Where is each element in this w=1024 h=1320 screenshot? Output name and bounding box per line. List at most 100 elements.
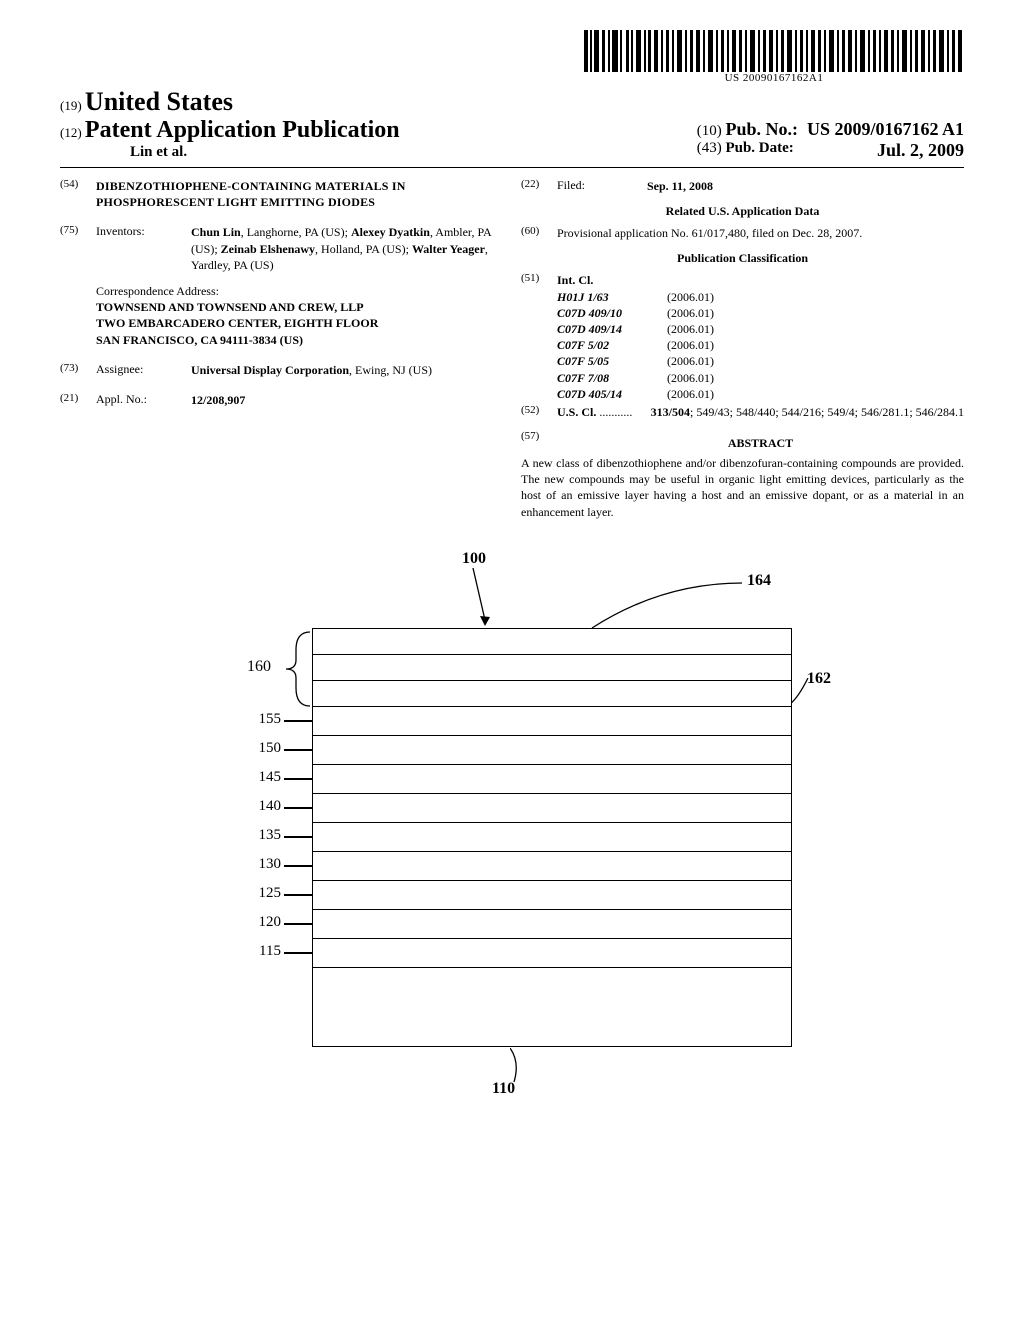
pubno-label: Pub. No.: <box>725 119 798 139</box>
pubno-prefix: (10) <box>697 123 722 139</box>
intcl-year: (2006.01) <box>667 353 714 369</box>
field-filed: (22) Filed: Sep. 11, 2008 <box>521 178 964 194</box>
barcode-text: US 20090167162A1 <box>584 72 964 84</box>
lead-110 <box>510 1048 540 1084</box>
barcode: US 20090167162A1 <box>584 30 964 84</box>
intcl-row: C07D 409/10(2006.01) <box>557 305 964 321</box>
abstract-code: (57) <box>521 430 557 455</box>
layer-tick-130 <box>284 865 312 867</box>
barcode-svg <box>584 30 964 72</box>
uscl-label: U.S. Cl. <box>557 405 596 419</box>
intcl-class: C07F 5/02 <box>557 337 667 353</box>
layer-160a <box>312 628 792 654</box>
layer-tick-125 <box>284 894 312 896</box>
field-assignee: (73) Assignee: Universal Display Corpora… <box>60 362 503 378</box>
title-code: (54) <box>60 178 96 190</box>
intcl-class: C07D 409/10 <box>557 305 667 321</box>
layer-140 <box>312 793 792 822</box>
intcl-year: (2006.01) <box>667 305 714 321</box>
intcl-year: (2006.01) <box>667 370 714 386</box>
layer-tick-150 <box>284 749 312 751</box>
layer-label-150: 150 <box>247 740 281 757</box>
applno-code: (21) <box>60 392 96 404</box>
layer-135 <box>312 822 792 851</box>
country-prefix: (19) <box>60 98 82 113</box>
intcl-row: H01J 1/63(2006.01) <box>557 289 964 305</box>
intcl-class: C07D 409/14 <box>557 321 667 337</box>
intcl-label: Int. Cl. <box>557 273 593 287</box>
intcl-class: C07F 5/05 <box>557 353 667 369</box>
intcl-row: C07F 5/02(2006.01) <box>557 337 964 353</box>
corr-addr2: SAN FRANCISCO, CA 94111-3834 (US) <box>96 332 503 348</box>
layer-110-substrate <box>312 967 792 1047</box>
figure-wrap: 100 164 162 160 <box>60 550 964 1130</box>
header-block: (19) United States (12) Patent Applicati… <box>60 87 964 168</box>
header-authors: Lin et al. <box>60 144 400 161</box>
barcode-region: US 20090167162A1 <box>60 30 964 85</box>
intcl-row: C07F 5/05(2006.01) <box>557 353 964 369</box>
invention-title: DIBENZOTHIOPHENE-CONTAINING MATERIALS IN… <box>96 178 503 210</box>
intcl-year: (2006.01) <box>667 337 714 353</box>
country: United States <box>85 87 233 116</box>
layer-stack <box>312 628 792 1047</box>
layer-tick-145 <box>284 778 312 780</box>
layer-label-155: 155 <box>247 711 281 728</box>
uscl-value: U.S. Cl. ........... 313/504; 549/43; 54… <box>557 404 964 420</box>
layer-label-145: 145 <box>247 769 281 786</box>
layer-130 <box>312 851 792 880</box>
intcl-row: C07D 405/14(2006.01) <box>557 386 964 402</box>
kind: Patent Application Publication <box>85 117 400 143</box>
field-applno: (21) Appl. No.: 12/208,907 <box>60 392 503 408</box>
kind-prefix: (12) <box>60 125 82 140</box>
pubclass-header: Publication Classification <box>521 251 964 266</box>
layer-tick-155 <box>284 720 312 722</box>
corr-firm: TOWNSEND AND TOWNSEND AND CREW, LLP <box>96 299 503 315</box>
abstract-header-row: (57) ABSTRACT <box>521 430 964 455</box>
layer-label-140: 140 <box>247 798 281 815</box>
abstract-body: A new class of dibenzothiophene and/or d… <box>521 455 964 520</box>
field-provisional: (60) Provisional application No. 61/017,… <box>521 225 964 241</box>
intcl-year: (2006.01) <box>667 289 714 305</box>
field-uscl: (52) U.S. Cl. ........... 313/504; 549/4… <box>521 404 964 420</box>
biblio-columns: (54) DIBENZOTHIOPHENE-CONTAINING MATERIA… <box>60 178 964 520</box>
layer-155 <box>312 706 792 735</box>
assignee-value: Universal Display Corporation, Ewing, NJ… <box>191 362 503 378</box>
field-title: (54) DIBENZOTHIOPHENE-CONTAINING MATERIA… <box>60 178 503 210</box>
header-right: (10) Pub. No.: US 2009/0167162 A1 (43) P… <box>697 119 964 161</box>
intcl-year: (2006.01) <box>667 386 714 402</box>
intcl-row: C07D 409/14(2006.01) <box>557 321 964 337</box>
header-left: (19) United States (12) Patent Applicati… <box>60 87 400 161</box>
abstract-header: ABSTRACT <box>557 436 964 451</box>
applno-label: Appl. No.: <box>96 392 191 407</box>
intcl-row: C07F 7/08(2006.01) <box>557 370 964 386</box>
layer-120 <box>312 909 792 938</box>
figure: 100 164 162 160 <box>192 550 832 1130</box>
intcl-list: H01J 1/63(2006.01)C07D 409/10(2006.01)C0… <box>557 289 964 402</box>
arrow-100 <box>470 568 500 630</box>
assignee-loc: Ewing, NJ (US) <box>355 363 432 377</box>
intcl-class: C07D 405/14 <box>557 386 667 402</box>
layer-tick-120 <box>284 923 312 925</box>
correspondence: Correspondence Address: TOWNSEND AND TOW… <box>60 283 503 348</box>
assignee-code: (73) <box>60 362 96 374</box>
layer-tick-115 <box>284 952 312 954</box>
intcl-class: H01J 1/63 <box>557 289 667 305</box>
uscl-code: (52) <box>521 404 557 416</box>
pubdate-prefix: (43) <box>697 140 722 156</box>
assignee-name: Universal Display Corporation <box>191 363 349 377</box>
intcl-year: (2006.01) <box>667 321 714 337</box>
filed-code: (22) <box>521 178 557 190</box>
field-intcl: (51) Int. Cl. H01J 1/63(2006.01)C07D 409… <box>521 272 964 402</box>
layer-label-120: 120 <box>247 914 281 931</box>
inventors-value: Chun Lin, Langhorne, PA (US); Alexey Dya… <box>191 224 503 273</box>
layer-145 <box>312 764 792 793</box>
uscl-rest: ; 549/43; 548/440; 544/216; 549/4; 546/2… <box>690 405 964 419</box>
layer-160c <box>312 680 792 706</box>
brace-label-160: 160 <box>247 658 271 676</box>
filed-label: Filed: <box>557 178 607 193</box>
layer-tick-135 <box>284 836 312 838</box>
layer-label-135: 135 <box>247 827 281 844</box>
corr-label: Correspondence Address: <box>96 283 503 299</box>
right-column: (22) Filed: Sep. 11, 2008 Related U.S. A… <box>521 178 964 520</box>
brace-160 <box>282 630 312 708</box>
